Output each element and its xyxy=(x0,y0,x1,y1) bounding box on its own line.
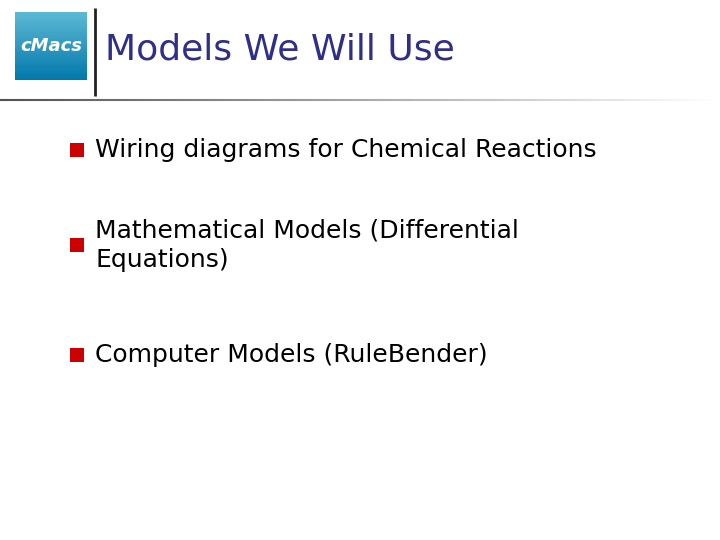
Bar xyxy=(15,35,87,37)
Bar xyxy=(15,25,87,28)
Bar xyxy=(15,32,87,35)
Bar xyxy=(15,55,87,57)
Text: Wiring diagrams for Chemical Reactions: Wiring diagrams for Chemical Reactions xyxy=(95,138,597,162)
Bar xyxy=(15,76,87,78)
Bar xyxy=(15,57,87,59)
Bar xyxy=(15,28,87,30)
Bar xyxy=(15,73,87,76)
Bar xyxy=(70,143,84,157)
Bar xyxy=(15,71,87,73)
Bar xyxy=(15,37,87,39)
Bar xyxy=(15,42,87,44)
Bar xyxy=(15,23,87,25)
Bar xyxy=(15,30,87,32)
Bar xyxy=(15,39,87,42)
Bar xyxy=(15,48,87,51)
Bar xyxy=(15,17,87,19)
Bar xyxy=(15,44,87,46)
Bar xyxy=(15,59,87,62)
Text: Computer Models (RuleBender): Computer Models (RuleBender) xyxy=(95,343,487,367)
Text: Mathematical Models (Differential
Equations): Mathematical Models (Differential Equati… xyxy=(95,218,519,272)
Text: Models We Will Use: Models We Will Use xyxy=(105,33,455,67)
Bar xyxy=(15,51,87,53)
Bar xyxy=(15,46,87,48)
Bar xyxy=(15,14,87,17)
Bar xyxy=(70,238,84,252)
Bar xyxy=(15,62,87,64)
Text: cMacs: cMacs xyxy=(20,37,82,55)
Bar xyxy=(70,348,84,362)
Bar xyxy=(15,66,87,69)
Bar xyxy=(15,78,87,80)
Bar xyxy=(15,64,87,66)
Bar xyxy=(15,19,87,21)
Bar xyxy=(15,12,87,14)
Bar xyxy=(15,69,87,71)
Bar xyxy=(15,53,87,55)
Bar xyxy=(15,21,87,23)
